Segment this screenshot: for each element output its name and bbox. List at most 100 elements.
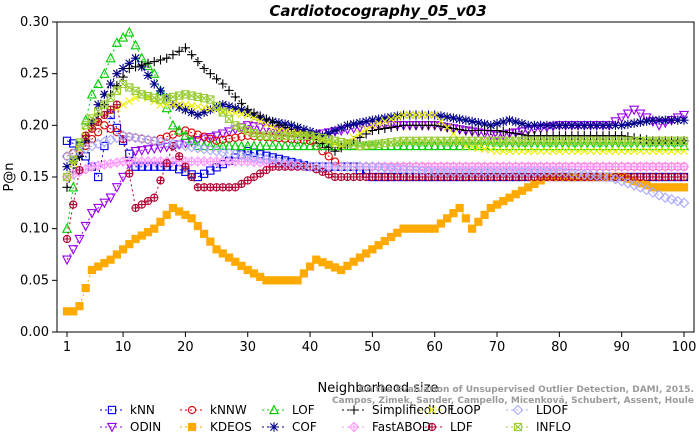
point-kdeos xyxy=(337,265,346,275)
point-knnw xyxy=(137,134,146,143)
point-loop xyxy=(555,147,564,156)
point-cof xyxy=(124,58,134,68)
point-lof xyxy=(666,140,677,151)
legend: kNN ODIN kNNW KDEOS LOF COF SimplifiedLOF FastA… xyxy=(100,403,571,434)
legend-label: kNNW xyxy=(210,403,247,417)
point-inflo xyxy=(679,136,689,145)
point-odin xyxy=(155,143,166,154)
point-odin xyxy=(616,113,627,124)
point-kdeos xyxy=(293,276,302,285)
point-kdeos xyxy=(106,255,115,264)
legend-label: SimplifiedLOF xyxy=(372,403,454,417)
y-tick-label: 0.20 xyxy=(20,118,49,133)
legend-label: LDOF xyxy=(536,403,568,417)
point-lof xyxy=(292,140,303,151)
point-simplifiedlof xyxy=(492,125,502,136)
series-line-odin xyxy=(66,109,685,260)
point-loop xyxy=(480,145,489,154)
point-cof xyxy=(548,120,558,130)
point-ldf xyxy=(137,200,146,209)
point-cof xyxy=(211,102,222,112)
point-cof xyxy=(68,156,78,167)
point-simplifiedlof xyxy=(62,182,72,192)
point-ldof xyxy=(610,173,621,185)
point-simplifiedlof xyxy=(448,123,459,134)
point-loop xyxy=(387,115,396,124)
series-line-ldf xyxy=(66,103,684,240)
point-simplifiedlof xyxy=(367,125,377,136)
point-simplifiedlof xyxy=(130,62,141,72)
point-lof xyxy=(167,119,179,130)
point-lof xyxy=(242,140,253,151)
point-odin xyxy=(74,234,85,245)
point-cof xyxy=(118,63,128,74)
point-lof xyxy=(217,140,228,151)
point-cof xyxy=(62,162,72,172)
point-loop xyxy=(262,120,271,129)
point-ldof xyxy=(223,147,235,159)
point-ldof xyxy=(198,143,210,155)
point-ldof xyxy=(242,150,254,162)
point-cof xyxy=(361,116,371,127)
legend-item-simplifiedlof: SimplifiedLOF xyxy=(342,403,454,417)
point-cof xyxy=(149,79,159,89)
point-loop xyxy=(648,147,657,156)
point-ldf xyxy=(249,172,259,182)
point-simplifiedlof xyxy=(124,63,134,74)
point-loop xyxy=(237,109,246,118)
point-simplifiedlof xyxy=(455,124,465,135)
y-axis-title: P@n xyxy=(2,162,17,191)
point-cof xyxy=(448,113,459,123)
point-kdeos xyxy=(162,210,171,219)
point-loop xyxy=(430,111,439,119)
point-cof xyxy=(112,69,122,79)
point-cof xyxy=(498,117,508,127)
legend-marker xyxy=(349,405,359,415)
point-ldf xyxy=(156,176,165,185)
point-ldf xyxy=(237,179,246,189)
point-lof xyxy=(248,140,260,151)
point-lof xyxy=(591,140,602,151)
point-ldof xyxy=(616,175,628,187)
point-cof xyxy=(536,120,546,130)
y-tick-label: 0.05 xyxy=(20,273,49,288)
point-simplifiedlof xyxy=(330,146,340,156)
legend-item-fastabod: FastABOD xyxy=(342,420,431,434)
point-cof xyxy=(592,120,602,130)
point-simplifiedlof xyxy=(498,126,508,137)
point-ldf xyxy=(81,131,90,140)
point-cof xyxy=(610,120,621,130)
point-loop xyxy=(680,147,688,156)
credit-line-1: On the Evaluation of Unsupervised Outlie… xyxy=(359,385,694,395)
legend-marker xyxy=(187,405,197,415)
point-cof xyxy=(617,120,627,130)
point-loop xyxy=(598,147,607,156)
point-simplifiedlof xyxy=(392,121,402,131)
point-simplifiedlof xyxy=(149,57,159,67)
point-loop xyxy=(374,119,383,128)
legend-marker xyxy=(427,422,437,432)
point-cof xyxy=(374,114,384,124)
point-lof xyxy=(417,140,428,151)
y-tick-label: 0.10 xyxy=(20,222,49,237)
point-odin xyxy=(117,172,129,183)
point-inflo xyxy=(75,138,84,147)
point-cof xyxy=(187,107,197,118)
point-ldof xyxy=(653,189,665,201)
point-ldof xyxy=(603,171,615,183)
y-tick-label: 0.00 xyxy=(20,325,49,340)
point-lof xyxy=(298,140,309,151)
point-kdeos xyxy=(386,232,396,242)
point-simplifiedlof xyxy=(374,124,384,135)
point-kdeos xyxy=(461,214,470,223)
point-ldf xyxy=(175,152,184,161)
point-loop xyxy=(368,121,377,130)
point-ldof xyxy=(659,192,671,204)
point-ldof xyxy=(647,187,659,198)
point-lof xyxy=(286,140,297,151)
legend-label: kNN xyxy=(130,403,155,417)
point-loop xyxy=(486,146,495,155)
point-lof xyxy=(255,140,266,151)
point-ldf xyxy=(679,172,689,182)
